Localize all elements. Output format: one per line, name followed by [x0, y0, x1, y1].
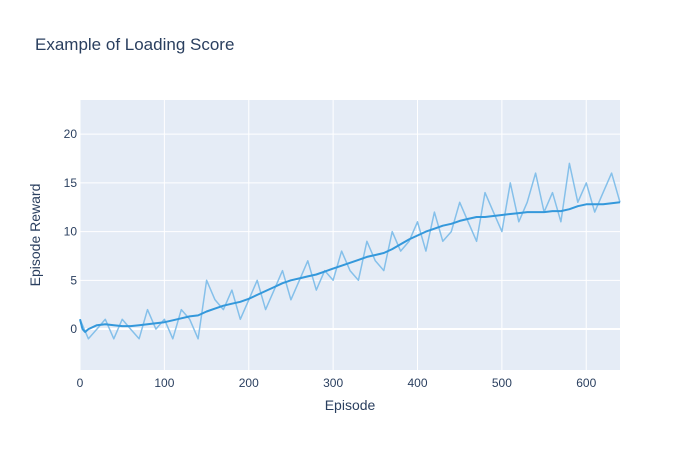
- axis-ticks: 0 100 200 300 400 500 600 0 5 10 15 20: [64, 127, 597, 390]
- series-lines: [79, 162, 621, 340]
- x-tick-label: 0: [77, 376, 84, 390]
- plot-area: [80, 100, 620, 370]
- y-tick-label: 10: [64, 225, 78, 239]
- x-tick-label: 100: [154, 376, 174, 390]
- raw-reward-line: [79, 162, 621, 340]
- x-tick-label: 600: [576, 376, 596, 390]
- grid-lines: [79, 100, 620, 370]
- y-tick-label: 0: [70, 322, 77, 336]
- x-tick-label: 300: [323, 376, 343, 390]
- moving-average-line: [79, 201, 621, 333]
- x-axis-title: Episode: [325, 397, 376, 413]
- y-axis-title: Episode Reward: [27, 184, 43, 287]
- y-tick-label: 5: [70, 273, 77, 287]
- x-tick-label: 400: [407, 376, 427, 390]
- y-tick-label: 15: [64, 176, 78, 190]
- x-tick-label: 200: [239, 376, 259, 390]
- x-tick-label: 500: [492, 376, 512, 390]
- y-tick-label: 20: [64, 127, 78, 141]
- chart-title: Example of Loading Score: [35, 35, 234, 54]
